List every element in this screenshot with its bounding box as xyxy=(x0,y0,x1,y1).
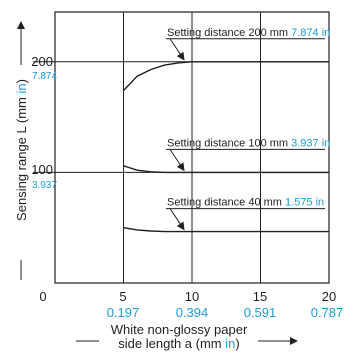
x-tick-label: 0 xyxy=(39,289,46,304)
annotation-leader-arrow xyxy=(169,38,185,61)
series-annotation-mm: Setting distance 200 mm xyxy=(167,27,291,39)
series-annotation-in: 1.575 in xyxy=(285,197,324,209)
series-annotation: Setting distance 100 mm 3.937 in xyxy=(167,137,330,149)
series-line xyxy=(123,227,329,233)
x-tick-inch-label: 0.591 xyxy=(244,305,277,320)
y-tick-label: 100 xyxy=(31,162,53,177)
series-annotation: Setting distance 200 mm 7.874 in xyxy=(167,27,330,39)
x-tick-inch-label: 0.197 xyxy=(107,305,140,320)
annotation-leader-arrow xyxy=(169,149,185,172)
series-annotation-mm: Setting distance 100 mm xyxy=(167,137,291,149)
y-tick-inch-label: 3.937 xyxy=(32,180,57,191)
series-layer xyxy=(122,61,329,233)
series-line xyxy=(123,165,329,174)
x-tick-inch-label: 0.394 xyxy=(176,305,209,320)
series-annotation-in: 3.937 in xyxy=(291,137,330,149)
y-tick-label: 200 xyxy=(31,54,53,69)
y-axis-label: Sensing range L (mm in) xyxy=(14,79,29,221)
annotation-layer: Setting distance 200 mm 7.874 inSetting … xyxy=(166,27,330,231)
x-axis-label-line1: White non-glossy paper xyxy=(111,322,248,337)
series-annotation-in: 7.874 in xyxy=(291,27,330,39)
x-tick-label: 20 xyxy=(322,289,336,304)
x-tick-label: 10 xyxy=(185,289,199,304)
x-axis-label-line2: side length a (mm in) xyxy=(118,336,239,351)
y-tick-inch-label: 7.874 xyxy=(32,71,57,82)
y-axis-label-group: Sensing range L (mm in) xyxy=(14,79,29,221)
x-tick-label: 15 xyxy=(253,289,267,304)
x-tick-label: 5 xyxy=(119,289,126,304)
series-annotation-mm: Setting distance 40 mm xyxy=(167,197,285,209)
plot-frame xyxy=(54,11,330,284)
series-annotation: Setting distance 40 mm 1.575 in xyxy=(167,197,324,209)
annotation-leader-arrow xyxy=(169,208,185,231)
series-line xyxy=(122,61,329,91)
x-tick-inch-label: 0.787 xyxy=(311,305,344,320)
